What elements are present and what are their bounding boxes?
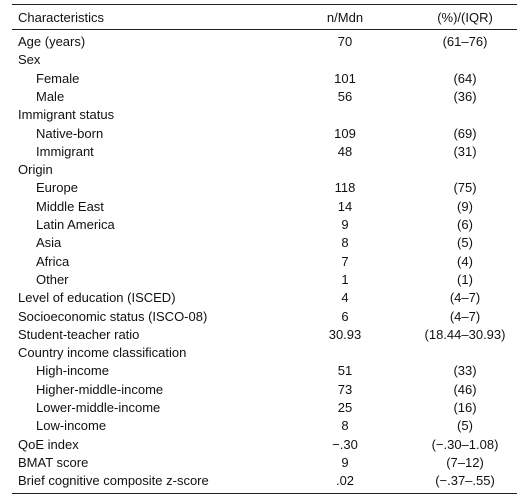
n-cell: 9	[341, 454, 349, 470]
n-cell: 101	[334, 70, 356, 86]
pct-cell: (33)	[453, 363, 477, 379]
n-cell: 30.93	[328, 326, 362, 342]
n-cell: 56	[337, 88, 353, 104]
row-label: Other	[36, 271, 69, 287]
row-label: Socioeconomic status (ISCO-08)	[18, 308, 208, 324]
n-cell: 8	[341, 235, 349, 251]
n-cell: 9	[341, 217, 349, 232]
row-label: Europe	[36, 180, 78, 196]
pct-cell: (36)	[453, 88, 477, 104]
header-cell: n/Mdn	[326, 10, 364, 25]
n-cell: 6	[341, 308, 349, 324]
row-label: Student-teacher ratio	[18, 326, 140, 342]
pct-cell: (75)	[453, 180, 477, 196]
pct-cell: (1)	[457, 271, 473, 287]
pct-cell: (64)	[453, 70, 477, 86]
pct-cell: (−.37–.55)	[435, 473, 495, 489]
row-label: Male	[36, 88, 65, 104]
pct-cell: (6)	[457, 217, 473, 232]
n-cell: 48	[337, 143, 353, 159]
header-rule	[12, 29, 517, 30]
n-cell: 1	[341, 271, 349, 287]
header-cell: Characteristics	[18, 10, 104, 25]
row-label: Age (years)	[18, 34, 86, 49]
n-cell: 25	[337, 400, 353, 415]
n-cell: 73	[337, 381, 353, 397]
pct-cell: (−.30–1.08)	[431, 436, 499, 452]
row-label: Sex	[18, 52, 41, 68]
n-cell: 70	[337, 34, 353, 49]
pct-cell: (46)	[453, 381, 477, 397]
row-label: QoE index	[18, 436, 79, 452]
row-label: Country income classification	[18, 345, 187, 361]
row-label: Low-income	[36, 418, 107, 434]
top-rule	[12, 4, 517, 5]
pct-cell: (69)	[453, 125, 477, 141]
n-cell: −.30	[332, 436, 358, 452]
pct-cell: (5)	[457, 418, 473, 434]
pct-cell: (4–7)	[449, 290, 481, 306]
row-label: Immigrant status	[18, 107, 115, 123]
row-label: Level of education (ISCED)	[18, 290, 176, 306]
pct-cell: (4–7)	[449, 308, 481, 324]
row-label: Middle East	[36, 198, 104, 214]
pct-cell: (31)	[453, 143, 477, 159]
n-cell: 118	[334, 180, 356, 196]
pct-cell: (61–76)	[442, 34, 488, 49]
row-label: Brief cognitive composite z-score	[18, 473, 209, 489]
row-label: Native-born	[36, 125, 104, 141]
n-cell: 51	[337, 363, 353, 379]
row-label: Immigrant	[36, 143, 94, 159]
pct-cell: (5)	[457, 235, 473, 251]
n-cell: 109	[334, 125, 356, 141]
n-cell: 4	[341, 290, 349, 306]
row-label: Africa	[36, 253, 70, 269]
n-cell: .02	[335, 473, 355, 489]
pct-cell: (4)	[457, 253, 473, 269]
row-label: Female	[36, 70, 80, 86]
pct-cell: (7–12)	[446, 454, 484, 470]
row-label: Origin	[18, 162, 53, 178]
row-label: Latin America	[36, 217, 115, 232]
pct-cell: (18.44–30.93)	[424, 326, 506, 342]
row-label: BMAT score	[18, 454, 89, 470]
bottom-rule	[12, 493, 517, 494]
row-label: Lower-middle-income	[36, 400, 161, 415]
n-cell: 7	[341, 253, 349, 269]
pct-cell: (9)	[457, 198, 473, 214]
header-cell: (%)/(IQR)	[437, 10, 493, 25]
row-label: High-income	[36, 363, 109, 379]
pct-cell: (16)	[453, 400, 477, 415]
row-label: Higher-middle-income	[36, 381, 164, 397]
n-cell: 8	[341, 418, 349, 434]
row-label: Asia	[36, 235, 62, 251]
n-cell: 14	[337, 198, 353, 214]
